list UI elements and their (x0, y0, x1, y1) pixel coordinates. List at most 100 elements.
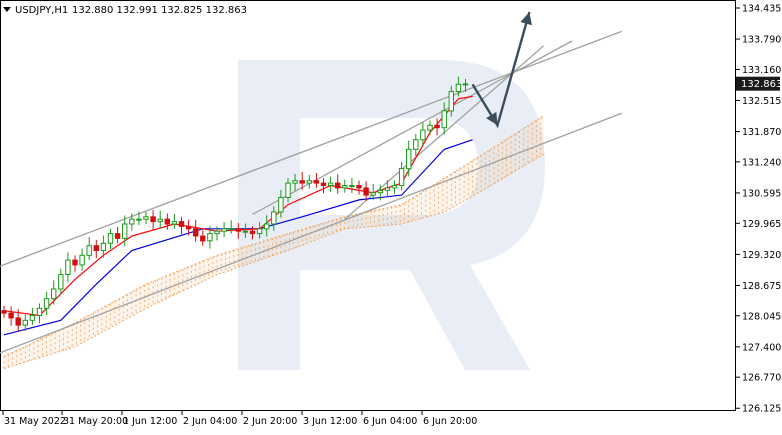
candle (143, 211, 149, 225)
candle (271, 206, 277, 231)
y-tick-label: 133.160 (742, 65, 781, 76)
candle (398, 161, 405, 191)
candle-body (136, 218, 142, 221)
candle-body (58, 274, 64, 290)
candle (43, 291, 50, 316)
arrow-head-up-icon (520, 12, 532, 26)
channel-line (252, 40, 573, 215)
candle (441, 102, 447, 135)
y-tick-label: 131.240 (742, 157, 781, 168)
candle (114, 226, 121, 244)
candle-body (441, 110, 447, 129)
candle (207, 225, 213, 249)
candle (327, 176, 334, 193)
candle (93, 239, 99, 259)
candle-body (15, 317, 21, 326)
candle-body (65, 259, 71, 276)
candle-body (285, 182, 291, 199)
candle-body (448, 91, 455, 112)
current-price-label: 132.863 (741, 79, 782, 90)
candle (58, 268, 64, 294)
candle-body (256, 228, 263, 235)
x-tick-label: 6 Jun 04:00 (363, 416, 417, 427)
candle (434, 118, 440, 136)
trend-channel-lines (0, 30, 622, 354)
candle-body (320, 182, 327, 187)
candle-body (221, 228, 227, 232)
candle-body (420, 129, 426, 141)
candle (228, 220, 234, 234)
price-axis[interactable]: 134.435 133.790 133.160 132.515 131.870 131.2… (735, 4, 781, 415)
candle-body (427, 124, 433, 131)
channel-line (0, 112, 622, 354)
candle (363, 181, 369, 201)
x-tick-label: 6 Jun 20:00 (423, 416, 477, 427)
y-tick-label: 131.870 (742, 127, 781, 138)
candle-body (8, 312, 14, 319)
candle (65, 252, 71, 283)
candle (356, 180, 362, 195)
candle (171, 213, 178, 229)
y-tick-label: 133.790 (742, 35, 781, 46)
candle (164, 213, 171, 230)
candle-body (342, 185, 348, 189)
y-tick-label: 129.320 (742, 250, 781, 261)
candle-body (462, 83, 469, 86)
candle (193, 220, 199, 242)
y-tick-label: 134.435 (742, 4, 781, 15)
candle-body (356, 185, 362, 189)
chart-header: USDJPY,H1 132.880 132.991 132.825 132.86… (3, 5, 247, 16)
candle-body (391, 185, 398, 189)
candle (150, 210, 156, 230)
x-tick-label: 3 Jun 12:00 (303, 416, 357, 427)
candle-body (178, 221, 185, 227)
candle-body (228, 228, 234, 231)
candle (29, 307, 36, 326)
candle-body (249, 230, 256, 235)
x-tick-label: 2 Jun 20:00 (243, 416, 297, 427)
candle (200, 230, 206, 246)
candle (178, 216, 185, 235)
candle (100, 235, 107, 258)
candle (370, 184, 376, 200)
candle-body (86, 245, 92, 256)
candle (377, 184, 384, 201)
candle (278, 189, 284, 218)
candle-body (214, 230, 220, 235)
candle (406, 140, 412, 177)
candle-body (271, 211, 277, 225)
candle-body (100, 242, 107, 252)
y-tick-label: 130.595 (742, 188, 781, 199)
y-tick-label: 128.045 (742, 311, 781, 322)
candle-body (292, 180, 298, 184)
candle (256, 222, 263, 239)
candle-body (79, 254, 85, 266)
candle-body (398, 168, 405, 187)
candle (129, 213, 135, 231)
candle (22, 314, 29, 331)
candle-body (370, 192, 376, 196)
candle (313, 172, 320, 188)
candle-body (207, 233, 213, 242)
candle-body (299, 180, 305, 184)
candle-body (150, 216, 156, 223)
candle (349, 177, 355, 194)
candle (384, 180, 391, 198)
candle-body (29, 315, 36, 321)
candle-body (406, 148, 412, 170)
triangle-down-icon[interactable] (3, 7, 11, 12)
candle (107, 228, 114, 250)
candle-body (185, 225, 192, 230)
candle-body (51, 288, 57, 300)
candle (221, 222, 227, 238)
candle (420, 122, 426, 146)
candle-body (43, 298, 50, 309)
candle-body (413, 139, 419, 150)
candle-body (122, 223, 128, 239)
candle-body (242, 230, 249, 233)
candlesticks (1, 76, 469, 332)
candle-body (107, 233, 114, 244)
